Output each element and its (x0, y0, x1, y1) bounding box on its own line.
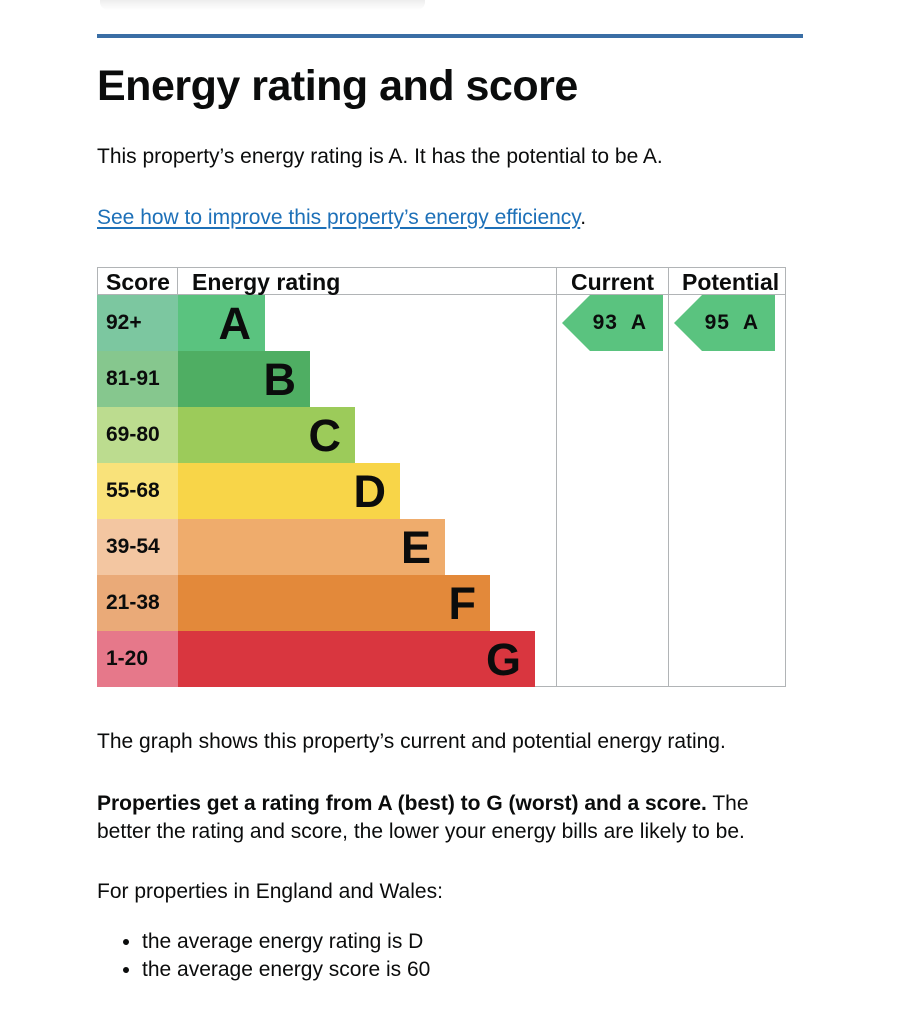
rating-summary: This property’s energy rating is A. It h… (97, 145, 663, 168)
band-bar-f: F (178, 575, 490, 631)
band-score-f: 21-38 (97, 575, 178, 631)
score-header: Score (106, 269, 170, 295)
link-suffix: . (580, 206, 587, 229)
graph-caption: The graph shows this property’s current … (97, 730, 726, 753)
ratings-explanation-bold: Properties get a rating from A (best) to… (97, 792, 707, 815)
averages-list: the average energy rating is D the avera… (97, 928, 430, 984)
potential-header: Potential (682, 269, 780, 295)
band-letter-f: F (448, 578, 477, 629)
header-divider (97, 294, 786, 295)
current-header: Current (571, 269, 655, 295)
band-bar-a: A (178, 295, 265, 351)
ratings-explanation-rest: The better the rating and score, the low… (97, 792, 749, 843)
band-score-b: 81-91 (97, 351, 178, 407)
band-score-e: 39-54 (97, 519, 178, 575)
band-bar-d: D (178, 463, 400, 519)
band-bar-e: E (178, 519, 445, 575)
average-score-item: the average energy score is 60 (142, 956, 430, 984)
region-intro: For properties in England and Wales: (97, 880, 443, 903)
band-letter-d: D (353, 466, 387, 517)
band-score-d: 55-68 (97, 463, 178, 519)
improve-efficiency-link[interactable]: See how to improve this property’s energ… (97, 206, 581, 229)
potential-rating-value: 95 A (704, 311, 759, 334)
band-letter-a: A (218, 298, 252, 349)
ratings-explanation: Properties get a rating from A (best) to… (97, 790, 797, 846)
band-score-g: 1-20 (97, 631, 178, 687)
band-bar-b: B (178, 351, 310, 407)
band-bar-g: G (178, 631, 535, 687)
energy-rating-graph: Score Energy rating Current Potential 92… (97, 267, 786, 688)
improve-link-line: See how to improve this property’s energ… (97, 206, 586, 230)
band-bar-c: C (178, 407, 355, 463)
potential-column (668, 267, 786, 687)
band-letter-c: C (308, 410, 342, 461)
band-letter-b: B (263, 354, 297, 405)
band-letter-g: G (485, 634, 521, 685)
section-divider (97, 34, 803, 38)
band-score-a: 92+ (97, 295, 178, 351)
top-card-shadow (100, 0, 425, 10)
band-score-c: 69-80 (97, 407, 178, 463)
page-title: Energy rating and score (97, 62, 578, 110)
current-rating-value: 93 A (592, 311, 647, 334)
band-letter-e: E (400, 522, 431, 573)
average-rating-item: the average energy rating is D (142, 928, 430, 956)
energy-rating-header: Energy rating (192, 269, 341, 295)
